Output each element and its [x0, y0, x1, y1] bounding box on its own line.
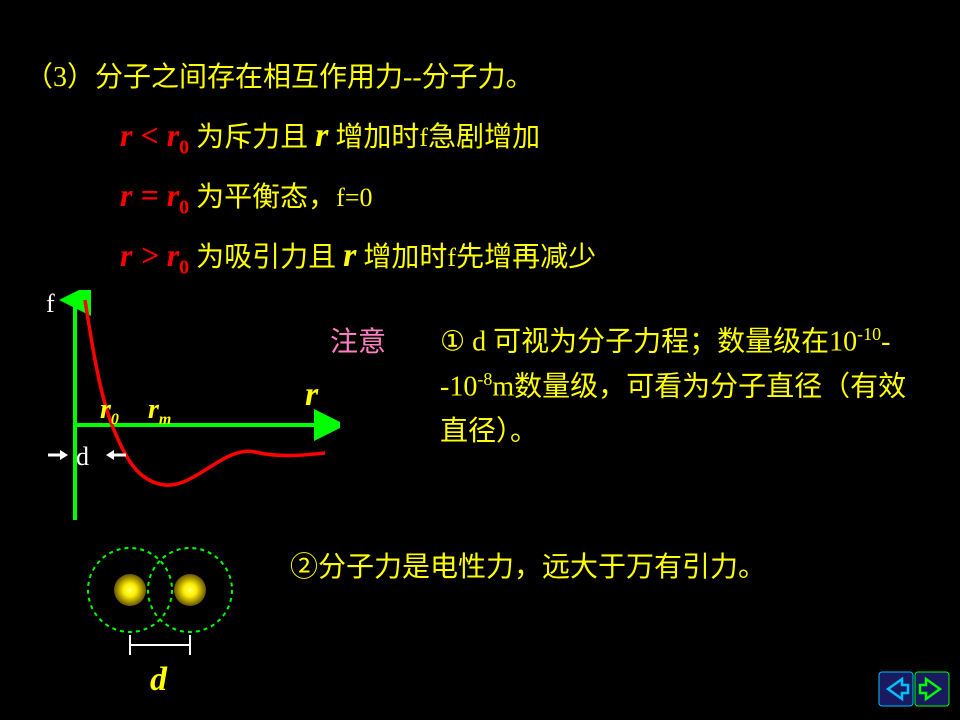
r0-label: r0 — [100, 394, 119, 428]
text-b: 增加时 — [328, 122, 419, 153]
nav-controls — [878, 671, 950, 712]
rm-label: rm — [148, 394, 171, 428]
heading-line-1: （3）分子之间存在相互作用力--分子力。 — [25, 55, 534, 95]
r-axis-label: r — [305, 376, 319, 413]
note-1: ① d 可视为分子力程；数量级在10-10--10-8m数量级，可看为分子直径（… — [440, 320, 920, 455]
molecule-core-2 — [174, 574, 206, 606]
arrow-left-icon — [878, 671, 914, 707]
text-a: 为吸引力且 — [196, 242, 343, 273]
text-c: 先增再减少 — [456, 242, 596, 273]
molecule-diagram: d — [60, 540, 260, 710]
text: （3）分子之间存在相互作用力--分子力。 — [25, 62, 534, 93]
molecule-core-1 — [114, 574, 146, 606]
note-heading: 注意 — [330, 320, 386, 360]
force-curve — [85, 300, 325, 485]
d-label: d — [150, 661, 168, 698]
ineq: r < r0 — [120, 117, 189, 153]
d-dimension — [130, 635, 190, 655]
r-var: r — [315, 117, 328, 154]
r-var: r — [343, 237, 356, 274]
f-var: f — [419, 123, 428, 152]
rule-attractive: r > r0 为吸引力且 r 增加时f先增再减少 — [120, 235, 596, 279]
text-c: 急剧增加 — [428, 122, 540, 153]
text-b: 增加时 — [356, 242, 447, 273]
prev-button[interactable] — [878, 671, 914, 707]
ineq: r = r0 — [120, 177, 189, 213]
d-label: d — [76, 442, 89, 471]
rule-equilibrium: r = r0 为平衡态，f=0 — [120, 175, 372, 219]
chart-svg: f r r0 rm d — [30, 290, 340, 530]
note-2: ②分子力是电性力，远大于万有引力。 — [290, 545, 766, 585]
next-button[interactable] — [914, 671, 950, 707]
text: 为平衡态， — [196, 182, 336, 213]
ineq: r > r0 — [120, 237, 189, 273]
arrow-right-icon — [914, 671, 950, 707]
force-distance-chart: f r r0 rm d — [30, 290, 340, 530]
f-axis-label: f — [46, 290, 55, 318]
rule-repulsive: r < r0 为斥力且 r 增加时f急剧增加 — [120, 115, 540, 159]
f-var: f — [447, 243, 456, 272]
text-a: 为斥力且 — [196, 122, 315, 153]
f-eq: f=0 — [336, 183, 372, 212]
